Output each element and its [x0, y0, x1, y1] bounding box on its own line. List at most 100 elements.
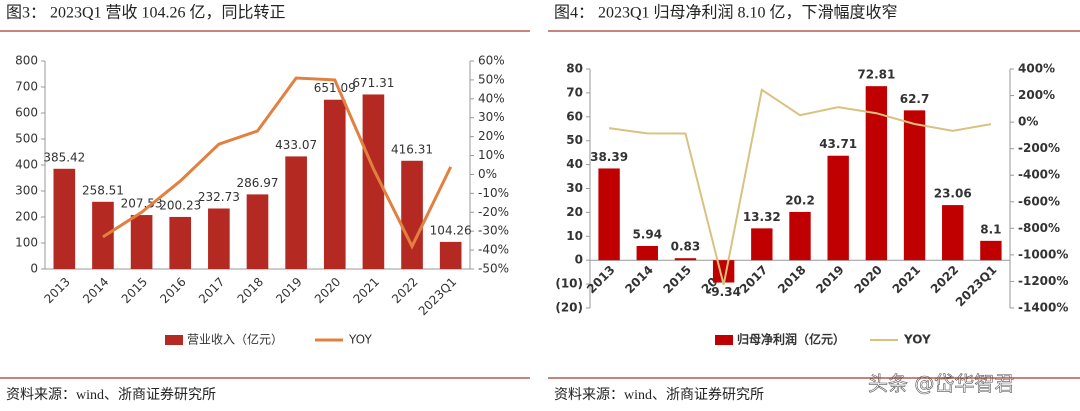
- y-tick-label: 30: [566, 181, 583, 195]
- bar: [401, 160, 423, 269]
- data-label: 651.09: [314, 81, 356, 95]
- data-label: -9.34: [706, 285, 741, 299]
- data-label: 38.39: [590, 150, 628, 164]
- bar: [942, 205, 964, 261]
- data-label: 385.42: [43, 150, 85, 164]
- x-tick-label: 2020: [312, 275, 343, 306]
- data-label: 200.23: [159, 198, 201, 212]
- y2-tick-label: 40%: [478, 91, 505, 105]
- y2-tick-label: -1200%: [1018, 274, 1068, 288]
- y2-tick-label: -800%: [1018, 221, 1060, 235]
- x-tick-label: 2019: [813, 263, 847, 297]
- y-tick-label: 50: [566, 133, 583, 147]
- data-label: 104.26: [430, 223, 472, 237]
- data-label: 5.94: [632, 228, 662, 242]
- bar: [246, 194, 269, 269]
- chart-title: 图4： 2023Q1 归母净利润 8.10 亿，下滑幅度收窄: [554, 4, 898, 22]
- x-tick-label: 2022: [928, 263, 962, 297]
- bar: [439, 241, 462, 269]
- data-label: 20.2: [785, 193, 815, 207]
- y-tick-label: 700: [15, 80, 38, 94]
- y2-tick-label: 60%: [478, 54, 505, 68]
- bar: [53, 168, 76, 269]
- y-tick-label: 400: [15, 158, 38, 172]
- bar: [285, 156, 307, 269]
- x-tick-label: 2016: [157, 275, 188, 306]
- bar: [169, 216, 192, 269]
- data-label: 62.7: [900, 92, 930, 106]
- x-tick-label: 2015: [661, 263, 695, 297]
- y-tick-label: 300: [15, 184, 38, 198]
- y-tick-label: 600: [15, 106, 38, 120]
- data-label: 43.71: [819, 137, 857, 151]
- source: 资料来源：wind、浙商证券研究所: [6, 387, 216, 403]
- legend-label: YOY: [348, 333, 372, 347]
- x-tick-label: 2013: [41, 275, 72, 306]
- y-tick-label: 60: [566, 109, 583, 123]
- x-tick-label: 2015: [119, 275, 150, 306]
- x-tick-label: 2021: [351, 275, 382, 306]
- y2-tick-label: -600%: [1018, 194, 1060, 208]
- x-tick-label: 2013: [584, 263, 618, 297]
- bar: [323, 99, 346, 269]
- data-label: 72.81: [857, 68, 895, 82]
- y2-tick-label: 0%: [478, 167, 497, 181]
- legend-swatch: [165, 335, 183, 345]
- y2-tick-label: -40%: [478, 243, 509, 257]
- bar: [674, 258, 697, 261]
- y-tick-label: 200: [15, 210, 38, 224]
- y-tick-label: (20): [555, 301, 583, 315]
- bar: [712, 260, 735, 283]
- y-tick-label: 0: [575, 253, 583, 267]
- y-tick-label: 100: [15, 236, 38, 250]
- data-label: 207.53: [121, 197, 163, 211]
- bar: [362, 94, 385, 269]
- y-tick-label: 20: [566, 205, 583, 219]
- bar: [130, 215, 153, 269]
- x-tick-label: 2022: [389, 275, 420, 306]
- bar: [980, 240, 1002, 261]
- y2-tick-label: -50%: [478, 262, 509, 276]
- legend-label: YOY: [903, 333, 931, 347]
- bar: [789, 211, 811, 261]
- y2-tick-label: 0%: [1018, 115, 1038, 129]
- y-tick-label: 0: [30, 262, 38, 276]
- x-tick-label: 2023Q1: [953, 263, 1000, 310]
- x-tick-label: 2017: [196, 275, 227, 306]
- data-label: 0.83: [671, 240, 701, 254]
- y-tick-label: 10: [566, 229, 583, 243]
- bar: [903, 110, 926, 261]
- y2-tick-label: -30%: [478, 224, 509, 238]
- data-label: 23.06: [934, 187, 972, 201]
- y2-tick-label: 200%: [1018, 88, 1055, 102]
- y2-tick-label: -1000%: [1018, 247, 1068, 261]
- y2-tick-label: -200%: [1018, 141, 1060, 155]
- bar: [208, 208, 230, 269]
- data-label: 232.73: [198, 190, 240, 204]
- y-tick-label: 40: [566, 157, 583, 171]
- y-tick-label: 70: [566, 85, 583, 99]
- bar: [865, 86, 888, 261]
- data-label: 8.1: [980, 222, 1001, 236]
- x-tick-label: 2017: [737, 263, 771, 297]
- bar: [751, 228, 773, 261]
- data-label: 13.32: [743, 210, 781, 224]
- data-label: 671.31: [352, 76, 394, 90]
- x-tick-label: 2023Q1: [416, 275, 460, 319]
- source: 资料来源：wind、浙商证券研究所: [554, 387, 764, 403]
- y2-tick-label: 10%: [478, 148, 505, 162]
- x-tick-label: 2018: [235, 275, 266, 306]
- y-tick-label: 80: [566, 62, 583, 76]
- y2-tick-label: -400%: [1018, 168, 1060, 182]
- y-tick-label: 800: [15, 54, 38, 68]
- bar: [827, 155, 849, 261]
- y2-tick-label: -20%: [478, 205, 509, 219]
- x-tick-label: 2018: [775, 263, 809, 297]
- y2-tick-label: -10%: [478, 186, 509, 200]
- x-tick-label: 2014: [622, 263, 656, 297]
- data-label: 416.31: [391, 142, 433, 156]
- x-tick-label: 2021: [890, 263, 924, 297]
- bar: [598, 168, 620, 261]
- yoy-line: [102, 76, 453, 250]
- legend-label: 归母净利润（亿元）: [737, 332, 845, 347]
